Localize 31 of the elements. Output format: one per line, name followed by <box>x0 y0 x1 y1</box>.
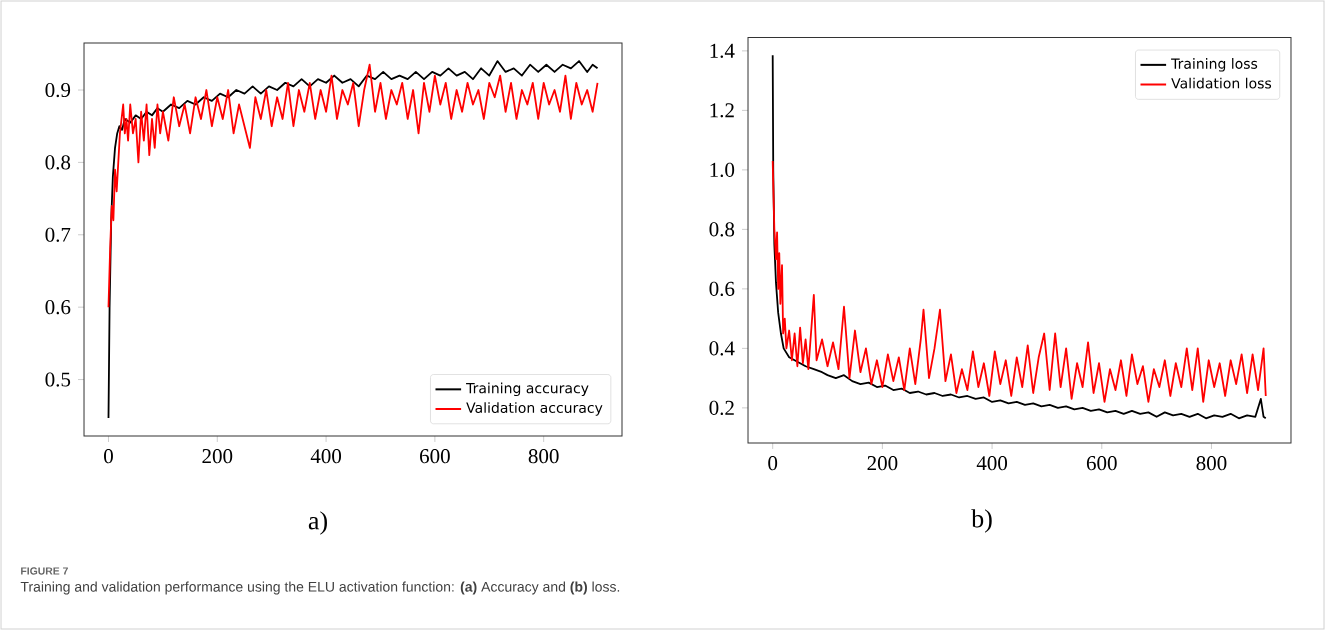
y-tick-label: 0.8 <box>709 222 735 237</box>
x-tick-label: 0 <box>768 456 778 471</box>
x-axis-title: b) <box>971 509 992 533</box>
y-tick-label: 0.6 <box>709 281 735 296</box>
line-series <box>771 160 1267 403</box>
legend-label: Validation loss <box>1171 77 1272 89</box>
legend-label: Training accuracy <box>466 382 589 397</box>
y-tick-label: 1.4 <box>710 43 735 58</box>
x-tick-label: 200 <box>202 449 233 464</box>
x-tick-label: 800 <box>528 449 559 464</box>
y-tick-label: 0.7 <box>45 227 71 242</box>
y-tick-label: 0.8 <box>45 155 71 170</box>
y-tick-label: 0.5 <box>45 372 71 387</box>
y-tick-label: 0.4 <box>709 341 735 356</box>
x-tick-label: 0 <box>104 449 113 464</box>
x-tick-label: 600 <box>1086 456 1117 471</box>
text: Training and validation performance using the ELU activation function: (a) Accuracy and (b) loss. <box>20 581 620 595</box>
x-tick-label: 800 <box>1196 456 1227 471</box>
legend-label: Validation accuracy <box>466 402 603 416</box>
y-tick-label: 0.9 <box>45 82 71 98</box>
caption: FIGURE 7 <box>21 567 68 575</box>
y-tick-label: 1.2 <box>710 103 734 118</box>
y-tick-label: 0.6 <box>45 300 71 315</box>
x-axis-title: a) <box>308 511 327 535</box>
legend-label: Training loss <box>1171 58 1258 72</box>
x-tick-label: 200 <box>867 456 898 471</box>
y-tick-label: 0.2 <box>709 400 734 415</box>
x-tick-label: 600 <box>420 449 450 464</box>
x-tick-label: 400 <box>310 449 342 464</box>
x-tick-label: 400 <box>976 456 1008 471</box>
y-tick-label: 1.0 <box>710 162 735 177</box>
